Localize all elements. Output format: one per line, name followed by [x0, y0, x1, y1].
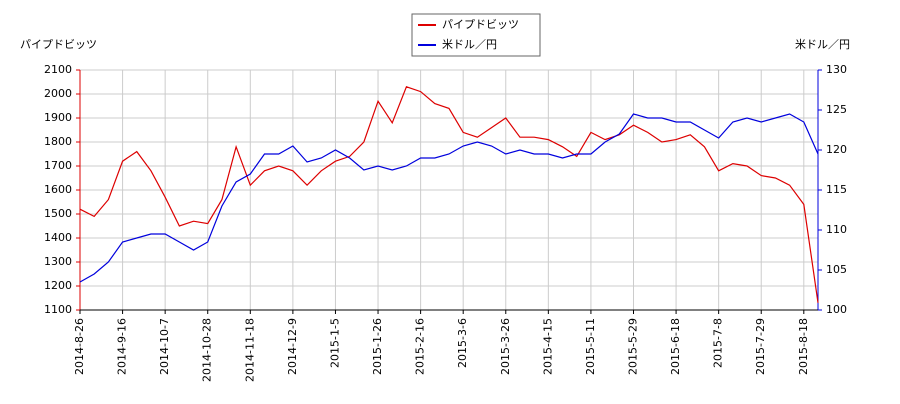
y-tick-label: 1200 [44, 279, 72, 292]
y-tick-label: 1100 [44, 303, 72, 316]
legend-label: 米ドル／円 [442, 38, 497, 51]
x-tick-label: 2015-3-6 [456, 318, 469, 368]
x-tick-label: 2015-5-11 [584, 318, 597, 375]
legend-box [411, 13, 541, 57]
y2-tick-label: 115 [826, 183, 847, 196]
y-tick-label: 1500 [44, 207, 72, 220]
y2-tick-label: 100 [826, 303, 847, 316]
y-tick-label: 1300 [44, 255, 72, 268]
y-tick-label: 1400 [44, 231, 72, 244]
x-tick-label: 2014-8-26 [73, 318, 86, 375]
series-line [79, 113, 819, 283]
x-tick-label: 2015-1-26 [371, 318, 384, 375]
x-tick-label: 2015-8-18 [797, 318, 810, 375]
x-tick-label: 2015-7-8 [712, 318, 725, 368]
series-line [79, 86, 819, 303]
x-tick-label: 2015-5-29 [627, 318, 640, 375]
y2-tick-label: 120 [826, 143, 847, 156]
y-tick-label: 1700 [44, 159, 72, 172]
x-tick-label: 2015-2-16 [414, 318, 427, 375]
x-tick-label: 2014-12-9 [286, 318, 299, 375]
x-tick-label: 2015-1-5 [328, 318, 341, 368]
y2-tick-label: 130 [826, 63, 847, 76]
y2-tick-label: 125 [826, 103, 847, 116]
y2-axis-title: 米ドル／円 [795, 38, 850, 51]
x-tick-label: 2015-7-29 [754, 318, 767, 375]
y-tick-label: 1800 [44, 135, 72, 148]
y2-tick-label: 105 [826, 263, 847, 276]
x-tick-label: 2014-9-16 [116, 318, 129, 375]
x-tick-label: 2014-10-7 [158, 318, 171, 375]
x-tick-label: 2014-10-28 [201, 318, 214, 382]
y-tick-label: 2000 [44, 87, 72, 100]
y-tick-label: 1600 [44, 183, 72, 196]
x-tick-label: 2014-11-18 [243, 318, 256, 382]
x-tick-label: 2015-3-26 [499, 318, 512, 375]
y-axis-title: パイプドビッツ [20, 38, 97, 51]
y-tick-label: 1900 [44, 111, 72, 124]
y-tick-label: 2100 [44, 63, 72, 76]
legend-label: パイプドビッツ [442, 18, 519, 31]
y2-tick-label: 110 [826, 223, 847, 236]
x-tick-label: 2015-6-18 [669, 318, 682, 375]
x-tick-label: 2015-4-15 [541, 318, 554, 375]
